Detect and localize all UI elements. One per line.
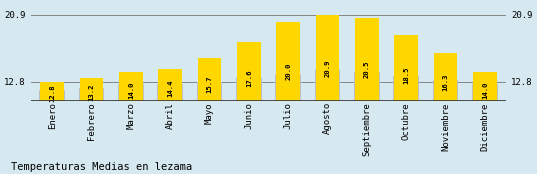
- Bar: [315, 70, 340, 101]
- Bar: [433, 80, 458, 101]
- Bar: [79, 78, 103, 101]
- Bar: [119, 72, 143, 101]
- Bar: [79, 88, 104, 101]
- Bar: [472, 84, 498, 101]
- Bar: [354, 72, 380, 101]
- Bar: [236, 78, 262, 101]
- Text: 14.0: 14.0: [482, 81, 488, 98]
- Bar: [157, 84, 183, 101]
- Bar: [197, 82, 222, 101]
- Bar: [39, 90, 65, 101]
- Bar: [237, 42, 260, 101]
- Text: 16.3: 16.3: [442, 74, 448, 91]
- Text: 14.4: 14.4: [167, 80, 173, 97]
- Text: 17.6: 17.6: [246, 70, 252, 87]
- Bar: [158, 69, 182, 101]
- Bar: [118, 84, 143, 101]
- Bar: [473, 72, 497, 101]
- Text: 14.0: 14.0: [128, 81, 134, 98]
- Text: 20.5: 20.5: [364, 61, 370, 78]
- Bar: [394, 76, 419, 101]
- Bar: [277, 22, 300, 101]
- Text: Temperaturas Medias en lezama: Temperaturas Medias en lezama: [11, 162, 192, 172]
- Bar: [355, 18, 379, 101]
- Bar: [434, 53, 458, 101]
- Bar: [40, 82, 64, 101]
- Text: 20.0: 20.0: [285, 62, 291, 80]
- Bar: [394, 35, 418, 101]
- Text: 20.9: 20.9: [324, 59, 330, 77]
- Bar: [198, 58, 221, 101]
- Text: 18.5: 18.5: [403, 67, 409, 84]
- Text: 15.7: 15.7: [207, 76, 213, 93]
- Bar: [316, 15, 339, 101]
- Text: 12.8: 12.8: [49, 85, 55, 102]
- Bar: [275, 74, 301, 101]
- Text: 13.2: 13.2: [89, 84, 95, 101]
